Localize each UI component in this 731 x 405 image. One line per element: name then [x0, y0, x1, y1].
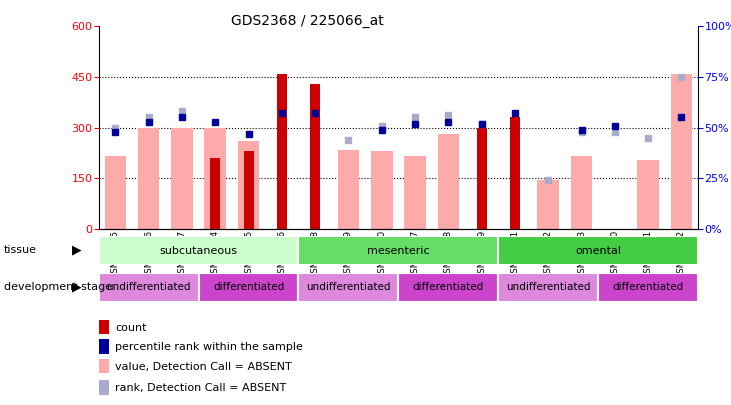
Bar — [298, 273, 398, 302]
Bar — [238, 141, 260, 229]
Text: percentile rank within the sample: percentile rank within the sample — [115, 343, 303, 352]
Bar — [99, 380, 110, 395]
Bar — [637, 160, 659, 229]
Bar — [499, 236, 698, 265]
Text: ▶: ▶ — [72, 280, 82, 293]
Bar — [99, 273, 199, 302]
Text: differentiated: differentiated — [213, 282, 284, 292]
Text: differentiated: differentiated — [413, 282, 484, 292]
Bar — [99, 359, 110, 373]
Bar — [277, 74, 287, 229]
Bar — [499, 273, 598, 302]
Text: development stage: development stage — [4, 282, 112, 292]
Bar — [510, 117, 520, 229]
Bar — [99, 320, 110, 334]
Bar — [243, 151, 254, 229]
Bar — [205, 128, 226, 229]
Bar — [537, 180, 559, 229]
Bar — [477, 128, 487, 229]
Bar — [99, 339, 110, 354]
Bar — [598, 273, 698, 302]
Text: mesenteric: mesenteric — [367, 246, 430, 256]
Bar — [171, 128, 193, 229]
Bar — [371, 151, 393, 229]
Text: GDS2368 / 225066_at: GDS2368 / 225066_at — [231, 14, 383, 28]
Bar — [398, 273, 499, 302]
Bar — [404, 156, 426, 229]
Text: undifferentiated: undifferentiated — [107, 282, 191, 292]
Text: subcutaneous: subcutaneous — [159, 246, 238, 256]
Bar — [310, 84, 320, 229]
Bar — [571, 156, 592, 229]
Bar — [211, 158, 220, 229]
Bar — [105, 156, 126, 229]
Bar — [199, 273, 298, 302]
Text: undifferentiated: undifferentiated — [306, 282, 390, 292]
Bar — [670, 74, 692, 229]
Bar — [99, 236, 298, 265]
Text: omental: omental — [575, 246, 621, 256]
Bar — [338, 149, 359, 229]
Bar — [298, 236, 499, 265]
Text: rank, Detection Call = ABSENT: rank, Detection Call = ABSENT — [115, 384, 287, 394]
Text: value, Detection Call = ABSENT: value, Detection Call = ABSENT — [115, 362, 292, 372]
Text: count: count — [115, 323, 147, 333]
Text: differentiated: differentiated — [613, 282, 683, 292]
Text: ▶: ▶ — [72, 244, 82, 257]
Text: undifferentiated: undifferentiated — [506, 282, 591, 292]
Text: tissue: tissue — [4, 245, 37, 255]
Bar — [438, 134, 459, 229]
Bar — [138, 128, 159, 229]
